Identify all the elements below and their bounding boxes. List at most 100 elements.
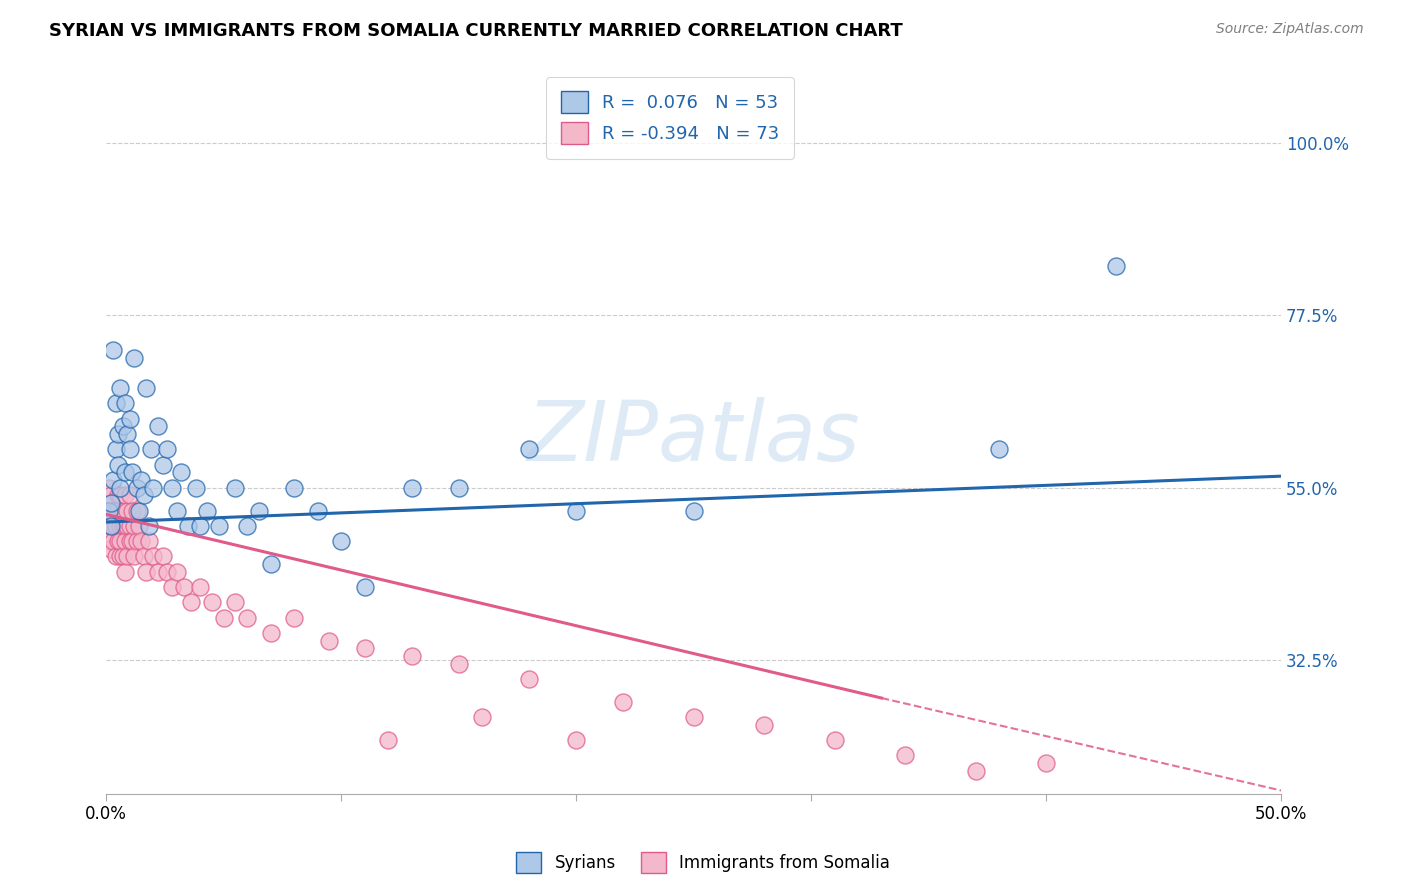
Point [188, 519, 211, 533]
Point [166, 503, 188, 517]
Point [110, 534, 132, 549]
Point [97, 534, 120, 549]
Point [132, 488, 155, 502]
Point [260, 557, 283, 571]
Point [104, 442, 127, 457]
Point [377, 733, 399, 747]
Point [111, 549, 134, 564]
Point [125, 503, 148, 517]
Point [107, 488, 129, 502]
Point [124, 351, 146, 365]
Point [107, 534, 129, 549]
Point [212, 610, 235, 624]
Point [517, 672, 540, 686]
Point [100, 519, 122, 533]
Point [447, 481, 470, 495]
Point [104, 396, 127, 410]
Point [224, 595, 246, 609]
Point [156, 442, 179, 457]
Point [142, 549, 165, 564]
Point [173, 580, 195, 594]
Point [965, 764, 987, 778]
Legend: R =  0.076   N = 53, R = -0.394   N = 73: R = 0.076 N = 53, R = -0.394 N = 73 [547, 77, 794, 159]
Point [103, 534, 125, 549]
Point [114, 534, 136, 549]
Point [565, 503, 588, 517]
Point [330, 534, 353, 549]
Point [1035, 756, 1057, 770]
Point [97, 481, 120, 495]
Point [114, 488, 136, 502]
Point [110, 481, 132, 495]
Point [110, 381, 132, 395]
Point [195, 503, 218, 517]
Point [118, 488, 141, 502]
Point [128, 503, 150, 517]
Point [131, 534, 153, 549]
Point [565, 733, 588, 747]
Point [612, 695, 634, 709]
Point [180, 595, 202, 609]
Point [114, 466, 136, 480]
Point [114, 519, 136, 533]
Point [100, 496, 122, 510]
Point [125, 481, 148, 495]
Point [121, 466, 143, 480]
Point [236, 610, 259, 624]
Point [188, 580, 211, 594]
Point [138, 534, 160, 549]
Point [894, 748, 917, 763]
Point [156, 565, 179, 579]
Point [401, 648, 423, 663]
Point [160, 481, 183, 495]
Point [824, 733, 846, 747]
Point [97, 503, 120, 517]
Point [100, 519, 122, 533]
Point [118, 519, 141, 533]
Point [208, 519, 231, 533]
Point [118, 411, 141, 425]
Point [117, 519, 139, 533]
Point [201, 595, 224, 609]
Point [114, 565, 136, 579]
Point [107, 503, 129, 517]
Point [146, 419, 169, 434]
Point [224, 481, 246, 495]
Point [184, 481, 207, 495]
Point [104, 503, 127, 517]
Point [111, 419, 134, 434]
Point [353, 580, 375, 594]
Point [100, 541, 122, 556]
Point [146, 565, 169, 579]
Point [111, 503, 134, 517]
Point [517, 442, 540, 457]
Point [103, 343, 125, 357]
Point [283, 610, 305, 624]
Point [111, 519, 134, 533]
Point [682, 503, 704, 517]
Point [401, 481, 423, 495]
Text: ZIPatlas: ZIPatlas [527, 398, 860, 478]
Point [283, 481, 305, 495]
Point [128, 519, 150, 533]
Point [110, 488, 132, 502]
Point [138, 519, 160, 533]
Point [117, 549, 139, 564]
Point [236, 519, 259, 533]
Point [170, 466, 193, 480]
Point [152, 458, 174, 472]
Text: Source: ZipAtlas.com: Source: ZipAtlas.com [1216, 22, 1364, 37]
Point [121, 534, 143, 549]
Point [117, 427, 139, 442]
Point [107, 458, 129, 472]
Point [125, 534, 148, 549]
Point [118, 534, 141, 549]
Point [124, 519, 146, 533]
Point [124, 549, 146, 564]
Point [97, 503, 120, 517]
Point [447, 657, 470, 671]
Point [166, 565, 188, 579]
Legend: Syrians, Immigrants from Somalia: Syrians, Immigrants from Somalia [509, 846, 897, 880]
Point [100, 488, 122, 502]
Point [107, 427, 129, 442]
